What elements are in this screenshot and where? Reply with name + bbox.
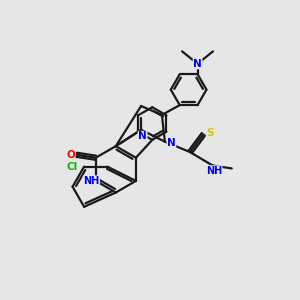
Text: N: N [138, 131, 147, 141]
Text: S: S [206, 128, 214, 138]
Text: O: O [66, 150, 75, 160]
Text: NH: NH [206, 166, 222, 176]
Text: N: N [167, 138, 176, 148]
Text: NH: NH [83, 176, 99, 186]
Text: Cl: Cl [66, 162, 77, 172]
Text: N: N [193, 59, 202, 69]
